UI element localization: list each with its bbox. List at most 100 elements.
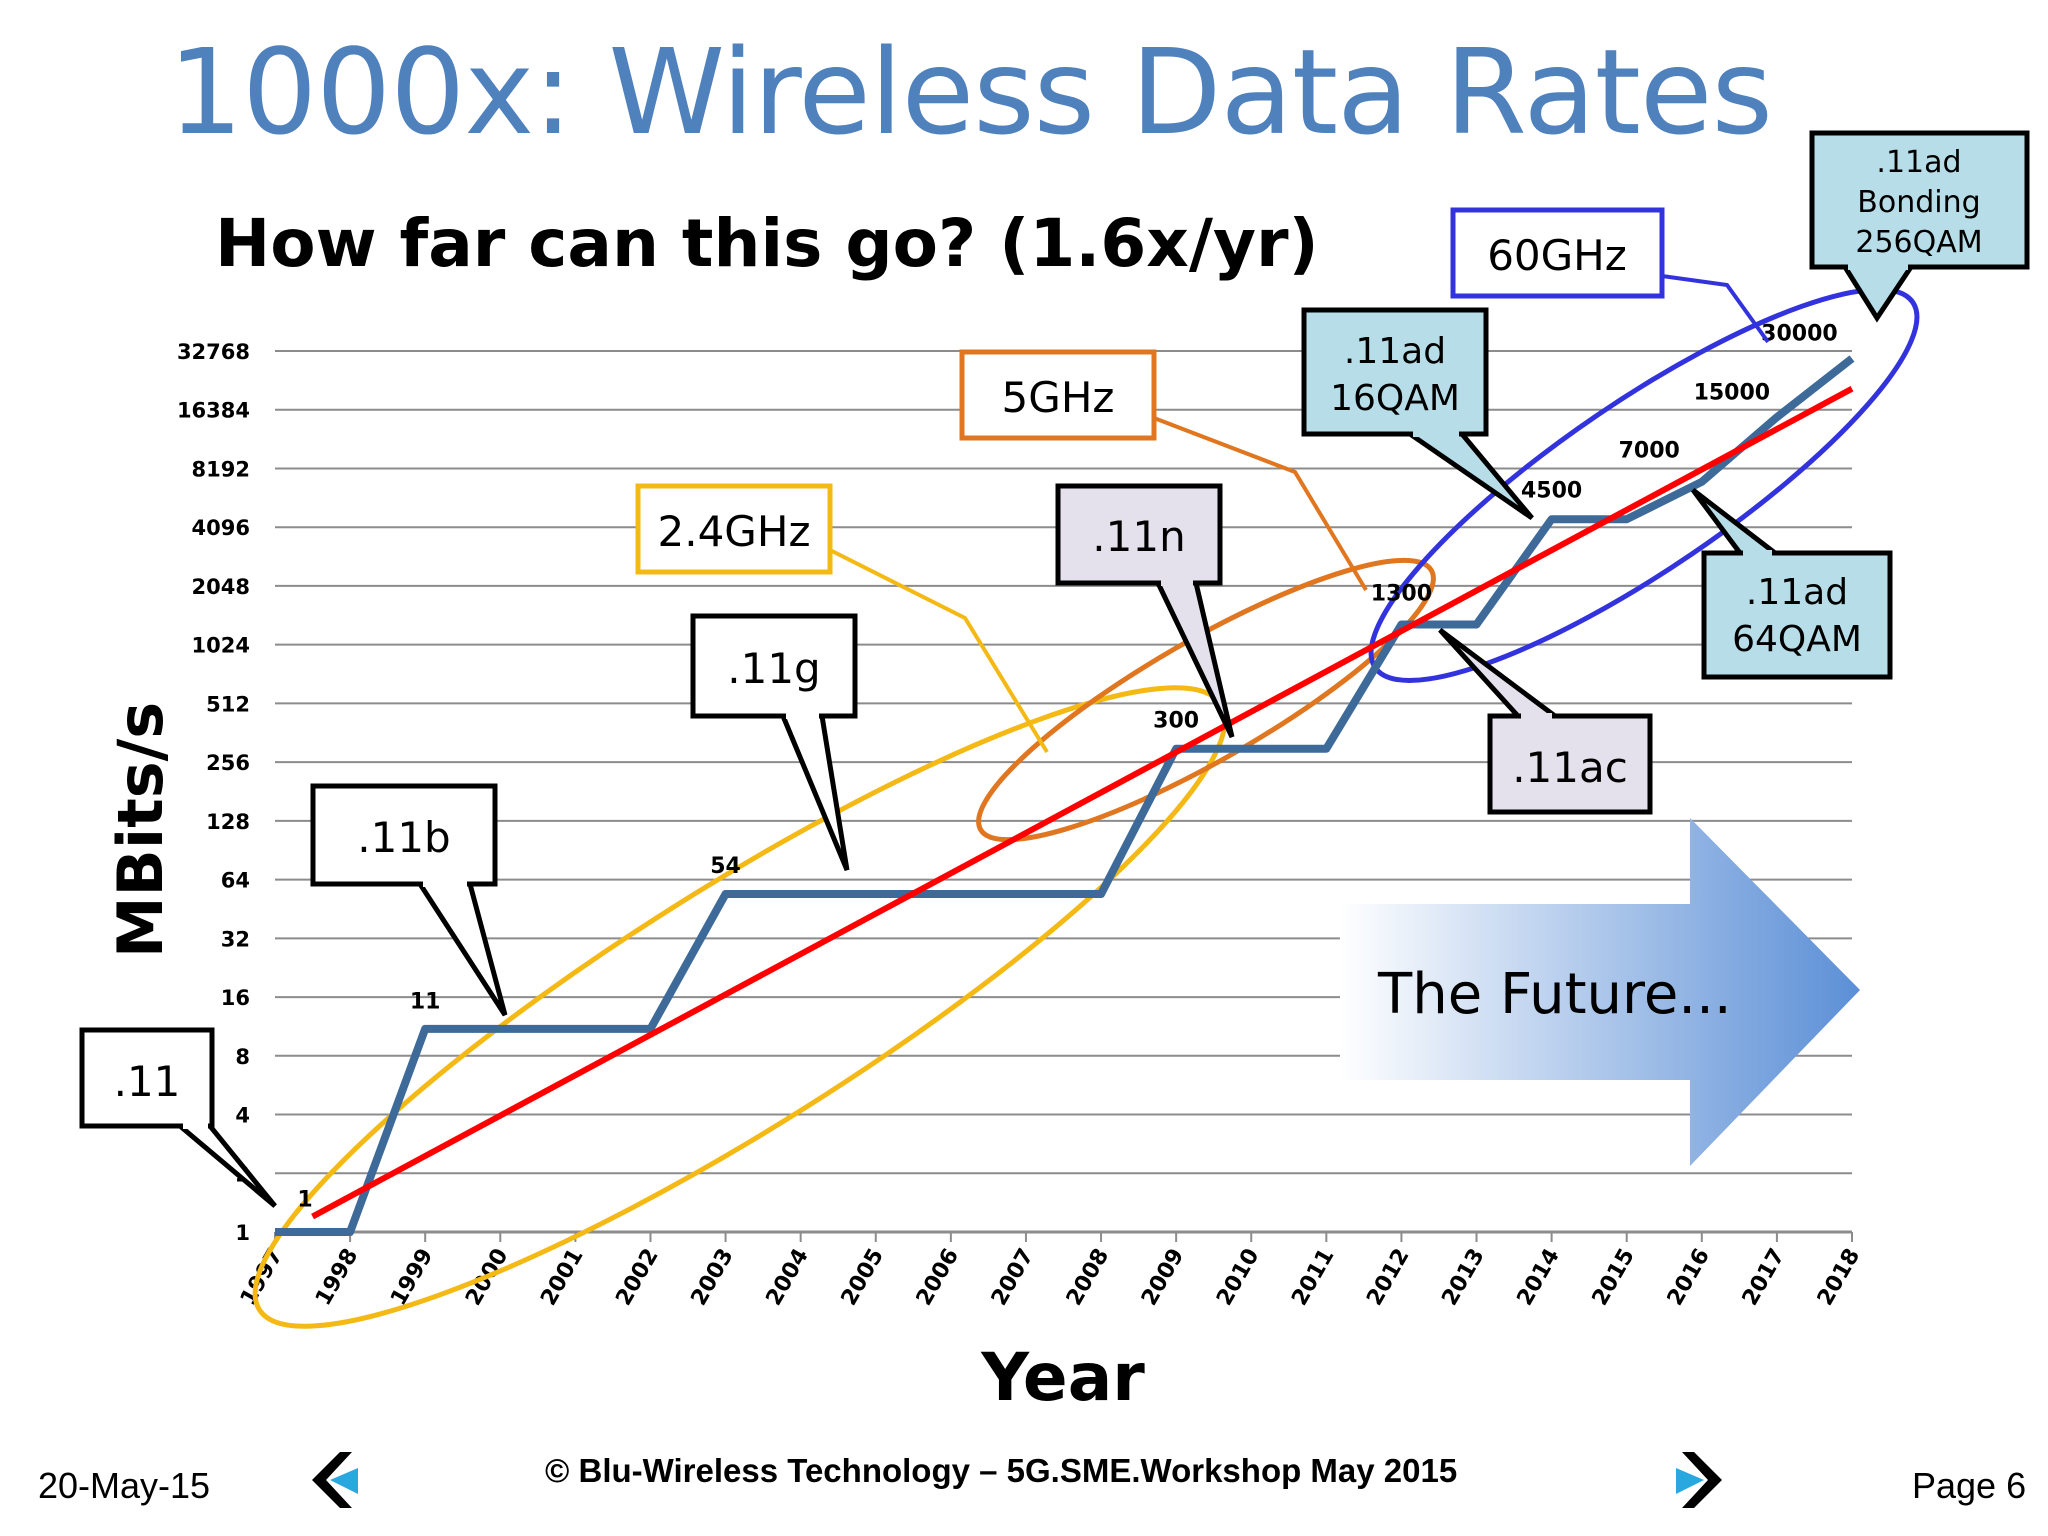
y-axis-title: MBits/s xyxy=(104,702,177,958)
y-tick-label: 32768 xyxy=(177,340,250,364)
band-label-5ghz: 5GHz xyxy=(959,349,1368,592)
callout-11ad-64qam: .11ad 64QAM xyxy=(1690,488,1893,680)
y-tick-label: 512 xyxy=(206,692,250,716)
callout-text-11b: .11b xyxy=(357,813,450,862)
band-label-60ghz: 60GHz xyxy=(1450,207,1770,344)
chevron-left-icon xyxy=(312,1452,358,1508)
band-box-60ghz xyxy=(1450,207,1665,299)
callout-box-11ad-16qam xyxy=(1301,307,1489,437)
y-tick-label: 8 xyxy=(235,1045,250,1069)
callout-pointer-11 xyxy=(173,1123,277,1208)
band-leader-5ghz xyxy=(1153,416,1368,592)
chevron-right-icon xyxy=(1676,1452,1722,1508)
series-lines xyxy=(275,355,1855,1236)
callout-line-1-11ad-64qam: .11ad xyxy=(1746,572,1848,613)
y-tick-label: 2048 xyxy=(192,575,250,599)
y-tick-label: 16384 xyxy=(177,399,250,423)
slide-title: 1000x: Wireless Data Rates xyxy=(168,23,1773,161)
callout-11n: .11n xyxy=(1055,483,1235,739)
series-trend xyxy=(311,386,1854,1220)
y-tick-label: 4 xyxy=(235,1104,250,1128)
y-tick-label: 128 xyxy=(206,810,250,834)
callout-11ad-bonding: .11ad Bonding 256QAM xyxy=(1809,130,2030,323)
band-label-2-4ghz: 2.4GHz xyxy=(635,483,1049,754)
x-tick-label: 2003 xyxy=(686,1245,738,1311)
x-axis-title: Year xyxy=(980,1339,1145,1416)
y-tick-label: 256 xyxy=(206,751,250,775)
callout-11b: .11b xyxy=(310,783,508,1017)
callout-box-11 xyxy=(79,1027,215,1129)
x-tick-label: 1997 xyxy=(236,1245,288,1311)
callout-text-11: .11 xyxy=(114,1057,181,1106)
x-tick-label: 2008 xyxy=(1062,1245,1114,1311)
data-label: 4500 xyxy=(1521,479,1582,504)
data-label: 1 xyxy=(297,1188,312,1213)
callout-text-11n: .11n xyxy=(1092,512,1185,561)
y-tick-label: 64 xyxy=(221,869,250,893)
data-label: 15000 xyxy=(1694,380,1771,405)
footer-date: 20-May-15 xyxy=(38,1465,211,1506)
data-label: 30000 xyxy=(1761,322,1838,347)
x-tick-label: 2010 xyxy=(1212,1245,1264,1311)
x-tick-label: 2014 xyxy=(1513,1245,1565,1311)
footer-page-number: Page 6 xyxy=(1912,1465,2027,1506)
data-label: 1300 xyxy=(1371,582,1432,607)
x-tick-label: 2012 xyxy=(1362,1245,1414,1311)
callout-line-1-11ad-16qam: .11ad xyxy=(1344,331,1446,372)
x-tick-label: 1998 xyxy=(311,1245,363,1311)
x-tick-label: 2007 xyxy=(987,1245,1039,1311)
future-arrow: The Future... xyxy=(1340,818,1860,1166)
chart-subtitle: How far can this go? (1.6x/yr) xyxy=(215,205,1319,282)
callout-line-3-11ad-bonding: 256QAM xyxy=(1855,225,1982,260)
data-label: 7000 xyxy=(1619,439,1680,464)
x-tick-label: 2009 xyxy=(1137,1245,1189,1311)
x-tick-label: 2018 xyxy=(1813,1245,1865,1311)
x-tick-label: 2004 xyxy=(762,1245,814,1311)
x-tick-label: 2013 xyxy=(1437,1245,1489,1311)
callout-box-11ac xyxy=(1487,713,1653,815)
band-box-2-4ghz xyxy=(635,483,833,575)
callout-text-11g: .11g xyxy=(727,644,820,693)
y-tick-label: 16 xyxy=(221,986,250,1010)
callout-line-1-11ad-bonding: .11ad xyxy=(1876,145,1961,180)
callout-line-2-11ad-bonding: Bonding xyxy=(1857,185,1980,220)
band-text-60ghz: 60GHz xyxy=(1487,231,1627,280)
y-tick-label: 32 xyxy=(221,927,250,951)
y-tick-label: 1 xyxy=(235,1221,250,1245)
callout-box-11n xyxy=(1055,483,1223,586)
y-tick-label: 4096 xyxy=(192,516,250,540)
callout-box-11ad-bonding xyxy=(1809,130,2030,270)
callout-box-11b xyxy=(310,783,498,887)
callout-text-11ac: .11ac xyxy=(1512,743,1628,792)
x-tick-label: 2002 xyxy=(611,1245,663,1311)
band-leader-2-4ghz xyxy=(829,548,1049,754)
callout-11: .11 xyxy=(79,1027,277,1208)
band-box-5ghz xyxy=(959,349,1157,441)
future-label: The Future... xyxy=(1377,962,1732,1027)
y-tick-label: 1024 xyxy=(192,634,250,658)
series-data-rate xyxy=(275,355,1855,1236)
previous-slide-button[interactable] xyxy=(300,1448,364,1512)
future-arrow-shape xyxy=(1340,818,1860,1166)
callout-box-11ad-64qam xyxy=(1701,550,1893,680)
x-tick-label: 2011 xyxy=(1287,1245,1339,1311)
callout-11ad-16qam: .11ad 16QAM xyxy=(1301,307,1534,521)
footer-copyright: © Blu-Wireless Technology – 5G.SME.Works… xyxy=(545,1452,1458,1489)
band-text-2-4ghz: 2.4GHz xyxy=(658,507,811,556)
x-tick-label: 2015 xyxy=(1588,1245,1640,1311)
x-tick-label: 2001 xyxy=(536,1245,588,1311)
data-label: 300 xyxy=(1153,709,1199,734)
callout-line-2-11ad-64qam: 64QAM xyxy=(1732,619,1862,660)
band-leader-60ghz xyxy=(1661,274,1770,344)
callout-line-2-11ad-16qam: 16QAM xyxy=(1330,378,1460,419)
x-tick-label: 2016 xyxy=(1663,1245,1715,1311)
data-label: 11 xyxy=(410,989,441,1014)
next-slide-button[interactable] xyxy=(1670,1448,1734,1512)
x-tick-label: 2005 xyxy=(837,1245,889,1311)
callout-11ac: .11ac xyxy=(1438,627,1653,815)
x-tick-label: 2006 xyxy=(912,1245,964,1311)
band-ellipse-2-4ghz xyxy=(252,685,1228,1329)
callout-box-11g xyxy=(690,613,858,719)
